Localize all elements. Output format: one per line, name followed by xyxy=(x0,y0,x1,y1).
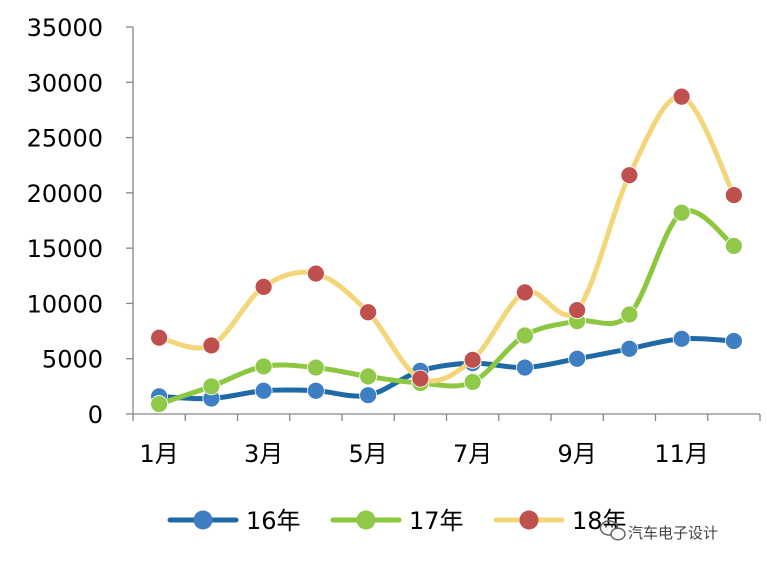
y-tick-label: 10000 xyxy=(27,290,103,318)
data-point xyxy=(463,373,482,391)
data-point xyxy=(620,339,639,358)
data-point xyxy=(672,87,691,106)
data-point xyxy=(359,386,378,405)
data-point xyxy=(515,358,534,377)
wechat-icon xyxy=(599,520,626,541)
legend-item-1: 16年 xyxy=(167,507,301,535)
y-tick-label: 25000 xyxy=(27,125,103,153)
y-tick-label: 20000 xyxy=(27,180,103,208)
data-point xyxy=(359,367,378,386)
x-tick-label: 11月 xyxy=(654,440,709,468)
x-tick-label: 7月 xyxy=(453,440,492,468)
data-point xyxy=(411,369,430,388)
data-point xyxy=(724,332,743,350)
y-axis: 35000 30000 25000 20000 15000 10000 5000 0 xyxy=(27,14,134,429)
data-point xyxy=(515,283,534,302)
y-tick-label: 15000 xyxy=(27,235,103,263)
legend: 16年 17年 18年 xyxy=(167,507,627,535)
y-tick-label: 5000 xyxy=(42,346,103,374)
y-tick-label: 35000 xyxy=(27,14,103,42)
data-point xyxy=(150,328,169,347)
x-tick-label: 3月 xyxy=(244,440,283,468)
data-point xyxy=(724,237,743,255)
data-point xyxy=(359,303,378,322)
series-line xyxy=(156,336,737,402)
data-point xyxy=(254,357,273,376)
data-point xyxy=(254,277,273,296)
data-point xyxy=(672,329,691,348)
legend-label: 17年 xyxy=(409,507,464,535)
data-point xyxy=(620,305,639,324)
data-point xyxy=(202,377,221,396)
legend-label: 16年 xyxy=(246,507,301,535)
data-point xyxy=(306,358,325,377)
x-tick-label: 1月 xyxy=(139,440,178,468)
data-point xyxy=(568,301,587,319)
series-3 xyxy=(150,87,743,388)
data-point xyxy=(202,336,221,355)
data-point xyxy=(568,349,587,368)
watermark: 汽车电子设计 xyxy=(599,520,718,542)
data-point xyxy=(150,395,169,413)
x-tick-label: 5月 xyxy=(348,440,387,468)
series-line xyxy=(156,94,737,384)
series-2 xyxy=(150,203,743,413)
data-point xyxy=(515,326,534,345)
x-tick-label: 9月 xyxy=(557,440,596,468)
legend-marker xyxy=(193,510,213,530)
data-point xyxy=(724,186,743,204)
legend-marker xyxy=(519,510,539,530)
watermark-text: 汽车电子设计 xyxy=(628,524,718,542)
x-axis: 1月 3月 5月 7月 9月 11月 xyxy=(132,413,761,468)
y-tick-label: 0 xyxy=(88,401,103,429)
series-1 xyxy=(150,329,743,408)
data-point xyxy=(672,203,691,222)
data-point xyxy=(306,381,325,400)
data-point xyxy=(620,166,639,185)
series-lines xyxy=(150,87,743,413)
data-point xyxy=(254,381,273,400)
data-point xyxy=(463,350,482,369)
legend-item-2: 17年 xyxy=(330,507,464,535)
legend-marker xyxy=(356,510,376,530)
data-point xyxy=(306,264,325,283)
y-tick-label: 30000 xyxy=(27,69,103,97)
